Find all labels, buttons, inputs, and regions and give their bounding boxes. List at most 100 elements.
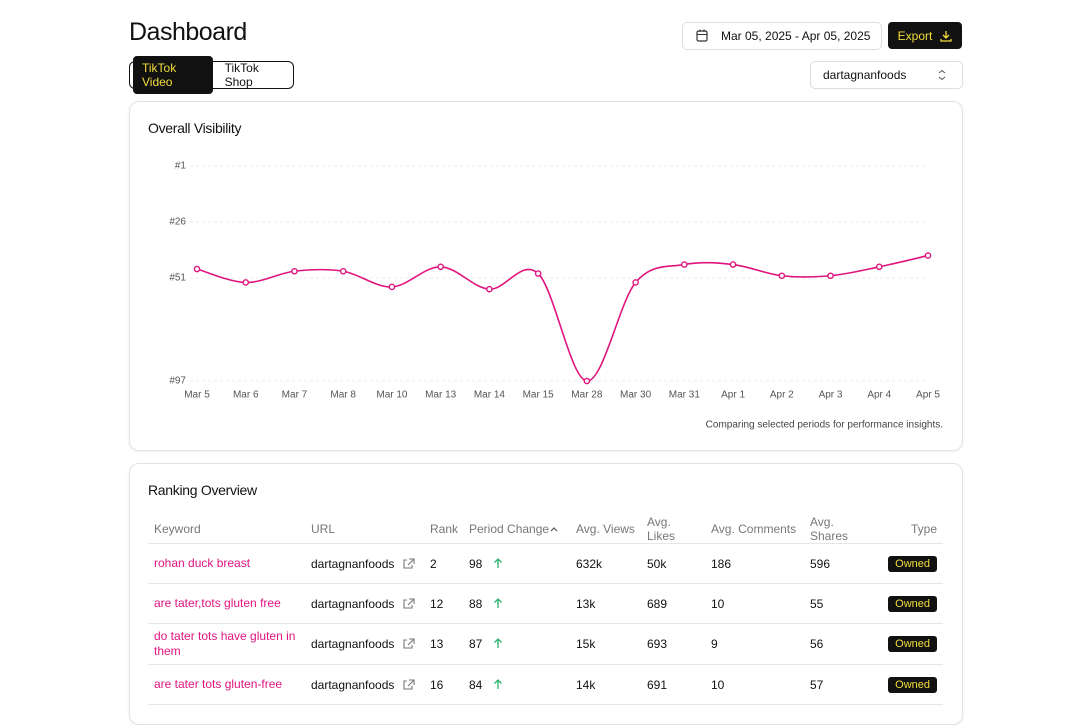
table-row: do tater tots have gluten in them dartagn… [148,623,943,665]
page: Dashboard Mar 05, 2025 - Apr 05, 2025 Ex… [129,18,963,725]
column-label: Avg. Likes [647,514,676,543]
url: dartagnanfoods [311,556,395,571]
y-tick-label: #51 [169,273,186,284]
ranking-table: Keyword URL Rank Period Change Avg. Views Avg… [148,514,943,705]
column-label: Avg. Shares [810,514,849,543]
table-cell: 15k [570,623,641,665]
table-cell: 12 [424,583,463,624]
keyword-link[interactable]: are tater,tots gluten free [154,596,281,610]
cell-text: 13 [430,637,444,651]
table-cell: rohan duck breast [148,543,305,584]
tab[interactable]: TikTok Shop [224,61,259,89]
cell-text: 14k [576,677,596,692]
table-cell: 10 [705,664,804,705]
table-cell: 632k [570,543,641,584]
x-tick-label: Mar 8 [330,390,356,401]
point [339,267,347,275]
x-tick-label: Apr 5 [916,390,940,401]
point [242,279,250,286]
table-cell: 98 [463,543,570,584]
column-label: Period Change [469,521,550,536]
column-label: Type [910,521,937,536]
keyword-link[interactable]: rohan duck breast [154,556,251,570]
table-cell: 14k [570,664,641,705]
column-header: Avg. Likes [641,514,705,544]
type-badge: Owned [888,555,937,572]
column-header: Rank [424,514,463,544]
table-cell: do tater tots have gluten in them [148,623,305,665]
table-cell: 13 [424,623,463,665]
cell-text: 691 [647,677,668,692]
chart-title: Overall Visibility [148,120,242,136]
cell-text: 13k [576,596,596,611]
header-row: Keyword URL Rank Period Change Avg. Views Avg… [148,514,943,544]
tab[interactable]: TikTok Video [133,56,213,94]
table-row: are tater tots gluten-free dartagnanfoods… [148,664,943,705]
y-tick-label: #97 [169,376,186,387]
x-tick-label: Mar 10 [376,390,408,401]
cell-text: 9 [711,637,718,651]
table-cell: Owned [880,543,943,584]
column-label: URL [311,521,336,536]
cell-text: 15k [576,637,596,651]
point [729,261,737,268]
point [486,285,493,293]
chevrons [938,69,946,81]
x-tick-label: Apr 4 [867,390,891,401]
line [196,254,929,382]
cell-text: 10 [711,596,725,611]
table-row: are tater,tots gluten free dartagnanfoods… [148,583,943,624]
sort-icon[interactable] [549,525,559,533]
table-title: Ranking Overview [148,482,257,498]
chart-note: Comparing selected periods for performan… [706,420,943,431]
external-link-icon[interactable] [394,637,416,649]
x-tick-label: Mar 30 [620,390,652,401]
table-cell: 16 [424,664,463,705]
account-select[interactable]: dartagnanfoods [810,61,963,89]
column-header: Avg. Views [570,514,641,544]
external-link-icon[interactable] [394,678,416,690]
keyword-link[interactable]: are tater tots gluten-free [154,677,283,691]
table-cell: 84 [463,664,570,705]
date-picker[interactable]: Mar 05, 2025 - Apr 05, 2025 [682,22,882,50]
table-cell: 13k [570,583,641,624]
column-label: Avg. Comments [711,521,797,536]
table-cell: Owned [880,664,943,705]
table-cell: 57 [804,664,880,705]
keyword-link[interactable]: do tater tots have gluten in them [154,629,296,658]
external-link-icon[interactable] [394,557,416,569]
cell-text: 632k [576,556,603,571]
table-cell: 693 [641,623,705,665]
column-header: Type [880,514,943,544]
column-header: URL [305,514,424,544]
cell-text: 10 [711,677,725,692]
cell-text: 55 [810,596,824,611]
table-cell: 50k [641,543,705,584]
table-cell: 88 [463,583,570,624]
column-label: Avg. Views [576,521,635,536]
export-button[interactable]: Export [888,22,962,49]
url: dartagnanfoods [311,677,395,692]
period-change: 84 [469,677,483,692]
cell-text: 693 [647,637,668,651]
x-tick-label: Mar 31 [669,390,701,401]
table-cell: dartagnanfoods [305,543,424,584]
table-row: rohan duck breast dartagnanfoods 2 98 632k 50… [148,543,943,584]
date-range: Mar 05, 2025 - Apr 05, 2025 [721,29,871,43]
point [437,263,444,271]
cell-text: 16 [430,677,444,692]
x-tick-label: Mar 15 [523,390,555,401]
external-link-icon[interactable] [394,597,416,609]
table-cell: are tater,tots gluten free [148,583,305,624]
url: dartagnanfoods [311,596,395,611]
y-tick-label: #1 [175,161,187,172]
x-tick-label: Apr 3 [819,390,843,401]
x-tick-label: Mar 7 [282,390,308,401]
cell-text: 689 [647,596,668,611]
table-cell: dartagnanfoods [305,623,424,665]
point [778,272,786,280]
table-cell: 186 [705,543,804,584]
calendar-icon [696,29,708,42]
point [827,272,834,280]
up-arrow [494,678,503,689]
